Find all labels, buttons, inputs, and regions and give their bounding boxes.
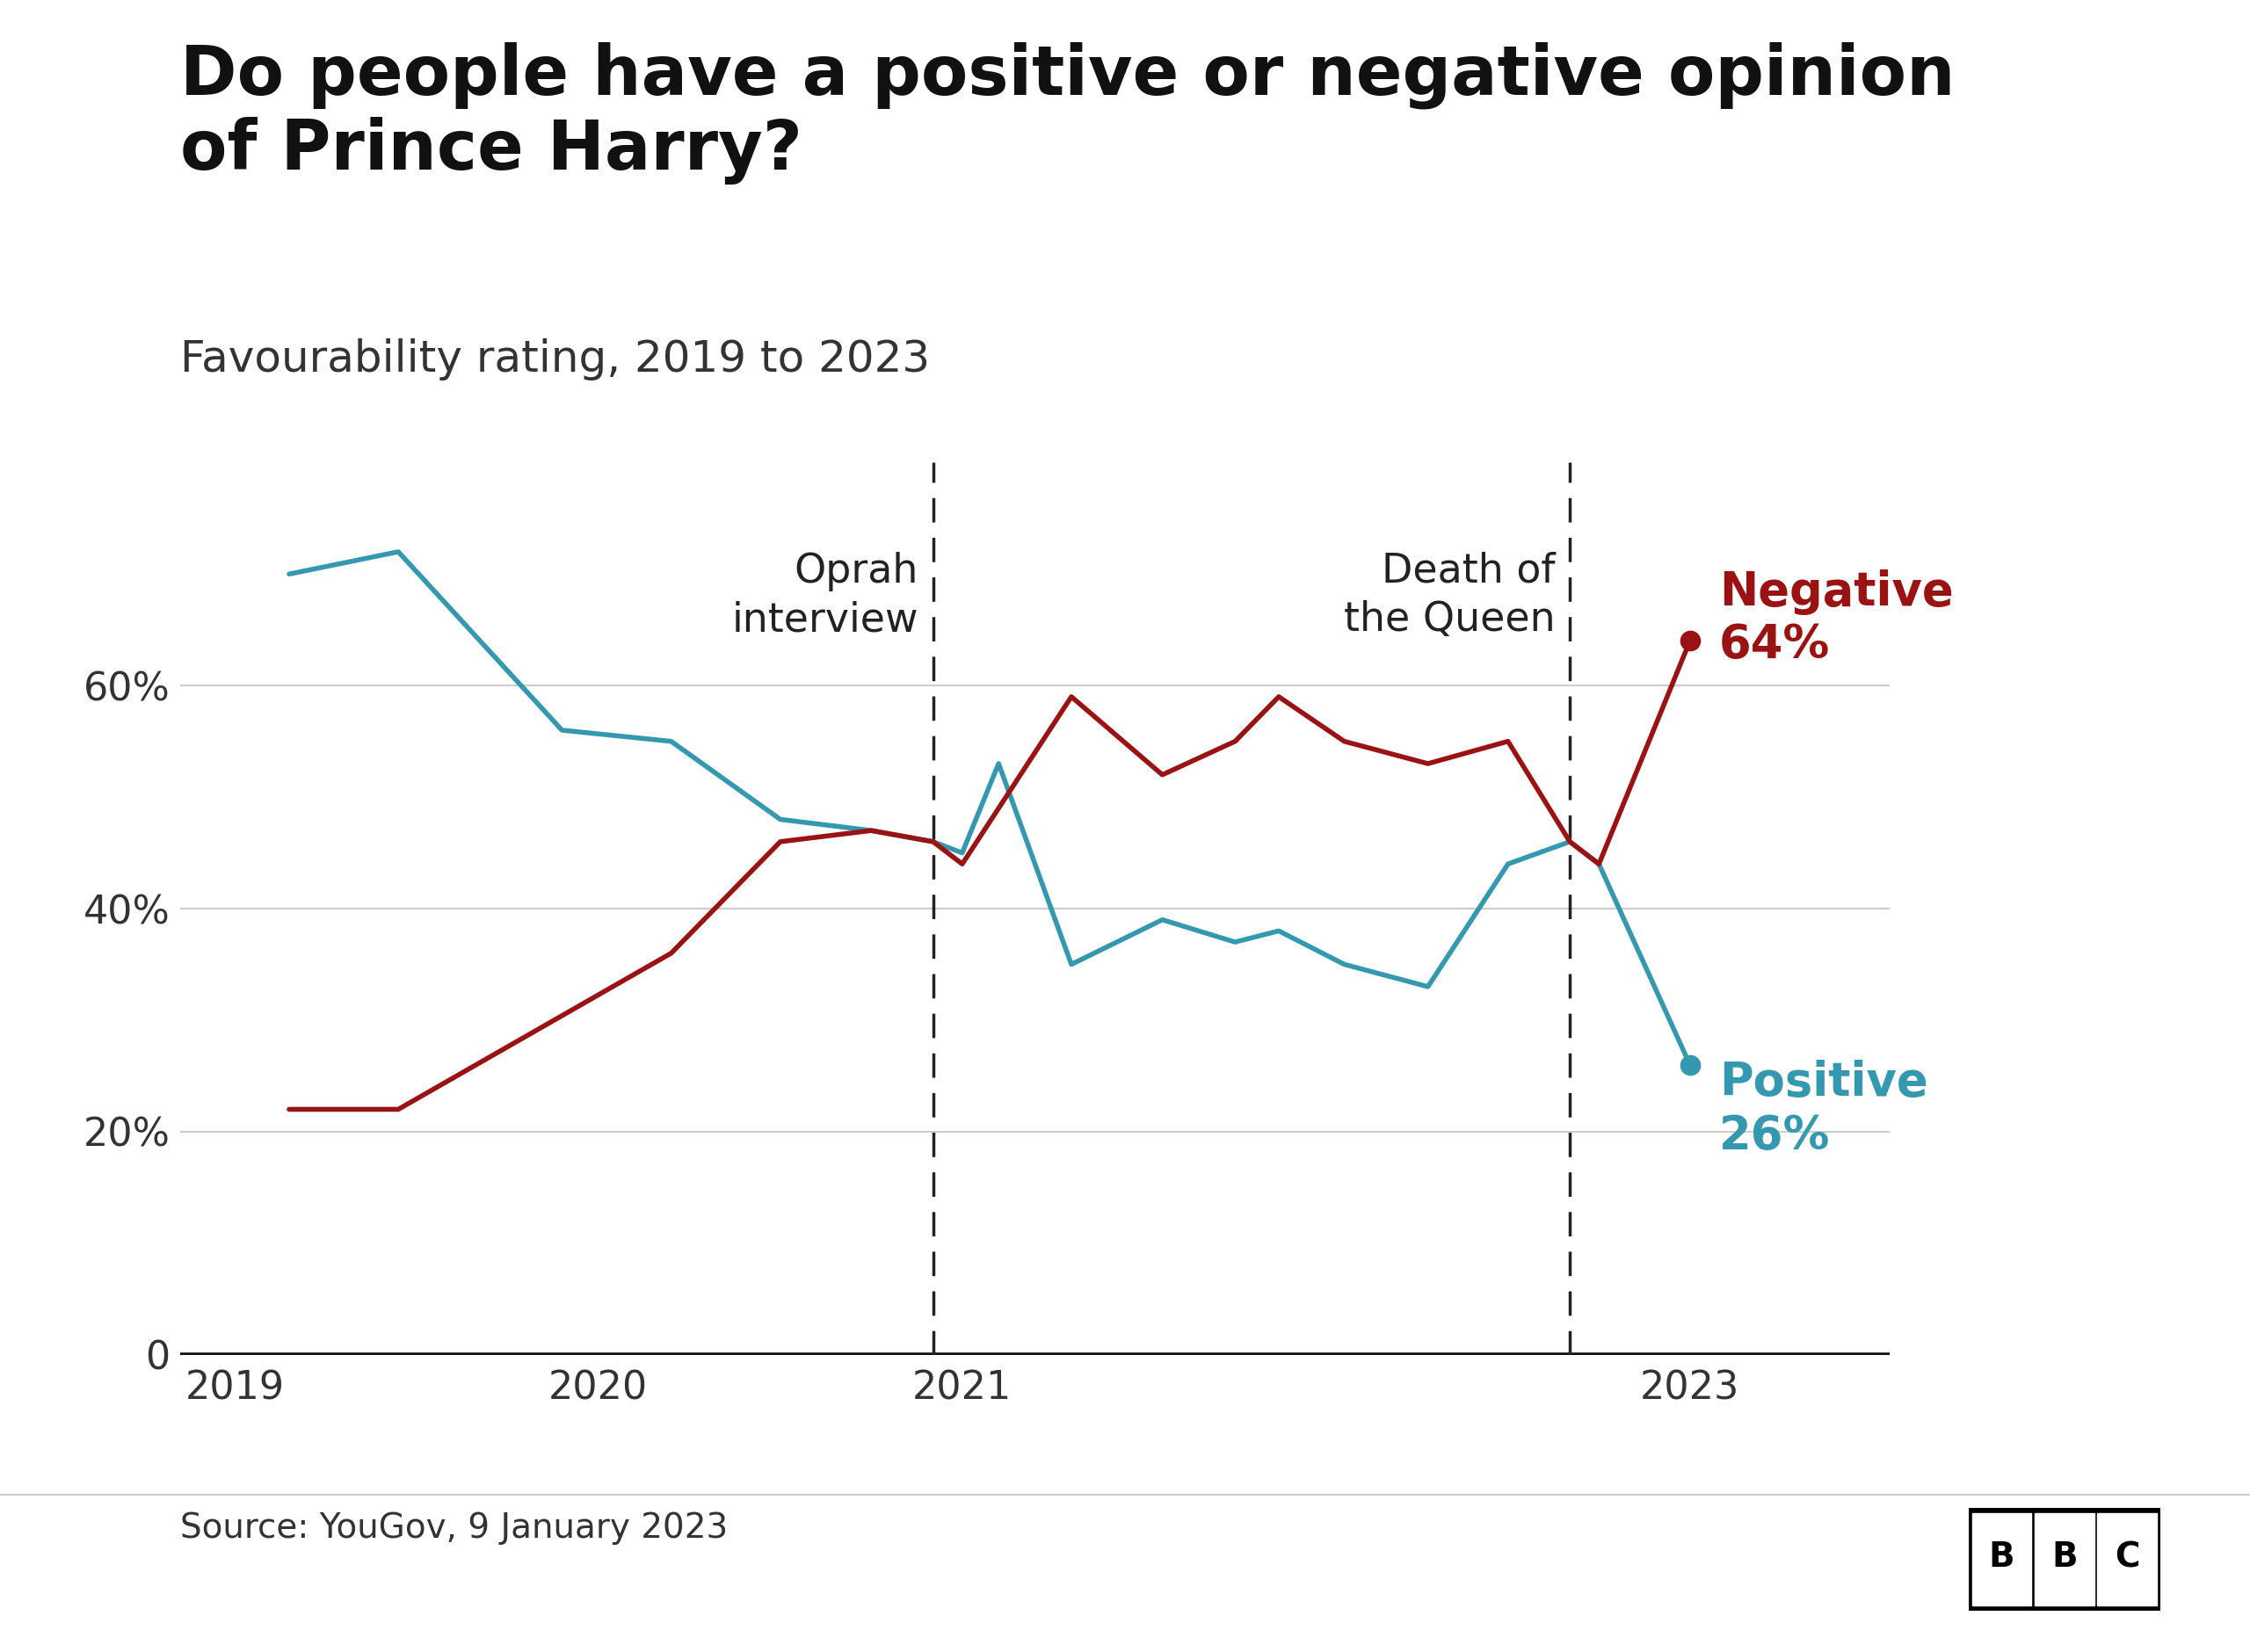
Text: B: B — [1989, 1541, 2014, 1574]
Text: Do people have a positive or negative opinion
of Prince Harry?: Do people have a positive or negative op… — [180, 41, 1955, 183]
Bar — [2097, 1513, 2158, 1606]
Text: Oprah
interview: Oprah interview — [731, 552, 918, 639]
Text: B: B — [2052, 1541, 2077, 1574]
Text: Death of
the Queen: Death of the Queen — [1343, 552, 1555, 639]
Text: Positive
26%: Positive 26% — [1719, 1061, 1928, 1158]
Text: C: C — [2115, 1541, 2140, 1574]
Bar — [2034, 1513, 2095, 1606]
Text: Negative
64%: Negative 64% — [1719, 570, 1953, 667]
Bar — [1971, 1513, 2032, 1606]
Text: Favourability rating, 2019 to 2023: Favourability rating, 2019 to 2023 — [180, 339, 929, 382]
Text: Source: YouGov, 9 January 2023: Source: YouGov, 9 January 2023 — [180, 1512, 727, 1545]
